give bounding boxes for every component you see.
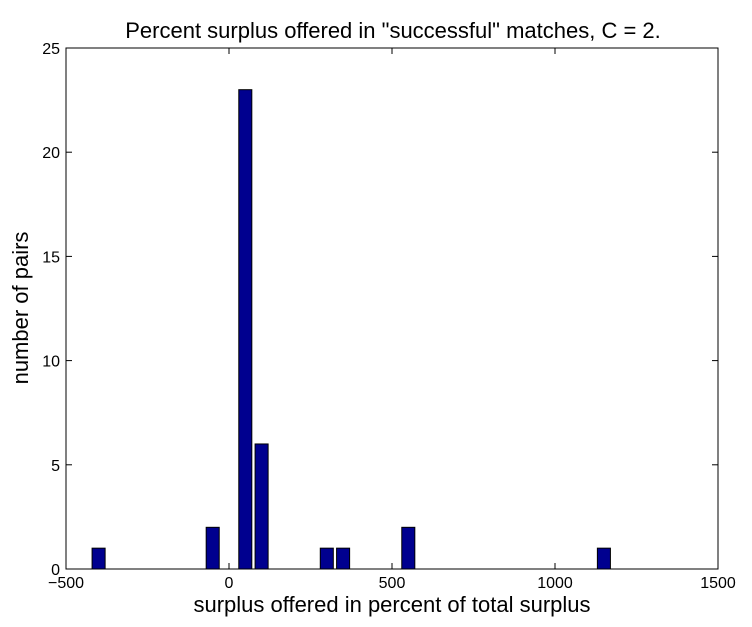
chart-title: Percent surplus offered in "successful" … (125, 18, 661, 43)
y-tick-label: 10 (42, 354, 60, 371)
x-tick-label: 0 (225, 575, 234, 592)
bar (596, 547, 611, 570)
y-tick-label: 0 (51, 562, 60, 579)
bar (254, 443, 269, 570)
bar (238, 89, 253, 570)
x-tick-label: 1000 (537, 575, 573, 592)
x-tick-label: 500 (379, 575, 406, 592)
x-tick-label: −500 (48, 575, 84, 592)
bar (336, 547, 351, 570)
y-axis-label: number of pairs (8, 232, 33, 385)
y-tick-label: 5 (51, 458, 60, 475)
x-axis-label: surplus offered in percent of total surp… (193, 592, 590, 617)
x-tick-label: 1500 (700, 575, 736, 592)
y-tick-label: 15 (42, 249, 60, 266)
bar (401, 526, 416, 570)
bar (91, 547, 106, 570)
y-tick-label: 20 (42, 145, 60, 162)
ticks-group (65, 47, 719, 570)
bar (319, 547, 334, 570)
bar (205, 526, 220, 570)
y-tick-label: 25 (42, 41, 60, 58)
bars-group (91, 89, 611, 570)
plot-area (66, 48, 718, 569)
